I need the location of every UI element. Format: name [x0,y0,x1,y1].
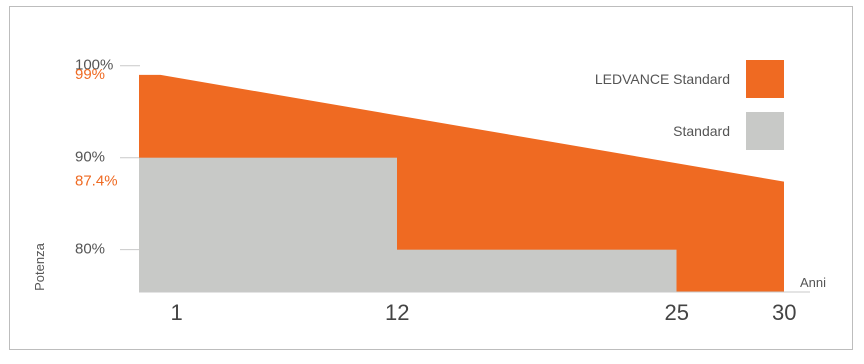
series-step-standard [397,249,677,292]
chart-frame: 100% 99% 90% 87.4% 80% 1 12 25 30 Anni Potenza LEDV… [9,6,853,350]
legend-swatch [746,60,784,98]
series-step-standard [139,157,397,292]
y-axis-label: Potenza [32,242,47,290]
y-tick-label: 90% [75,149,105,166]
power-chart: 100%99% 90% 87.4% 80% 1 12 25 30 Anni Potenza LEDV… [32,57,826,325]
x-tick-label: 25 [665,300,689,325]
legend-label: Standard [673,123,730,139]
x-tick-label: 1 [171,300,183,325]
y-tick-label: 99% [75,66,105,83]
x-tick-label: 12 [385,300,409,325]
x-axis-label: Anni [800,275,826,290]
legend-swatch [746,112,784,150]
legend-label: LEDVANCE Standard [595,71,730,87]
x-tick-label: 30 [772,300,796,325]
y-tick-label: 100% [75,57,113,74]
y-tick-label: 87.4% [75,173,118,190]
y-tick-label: 80% [75,241,105,258]
